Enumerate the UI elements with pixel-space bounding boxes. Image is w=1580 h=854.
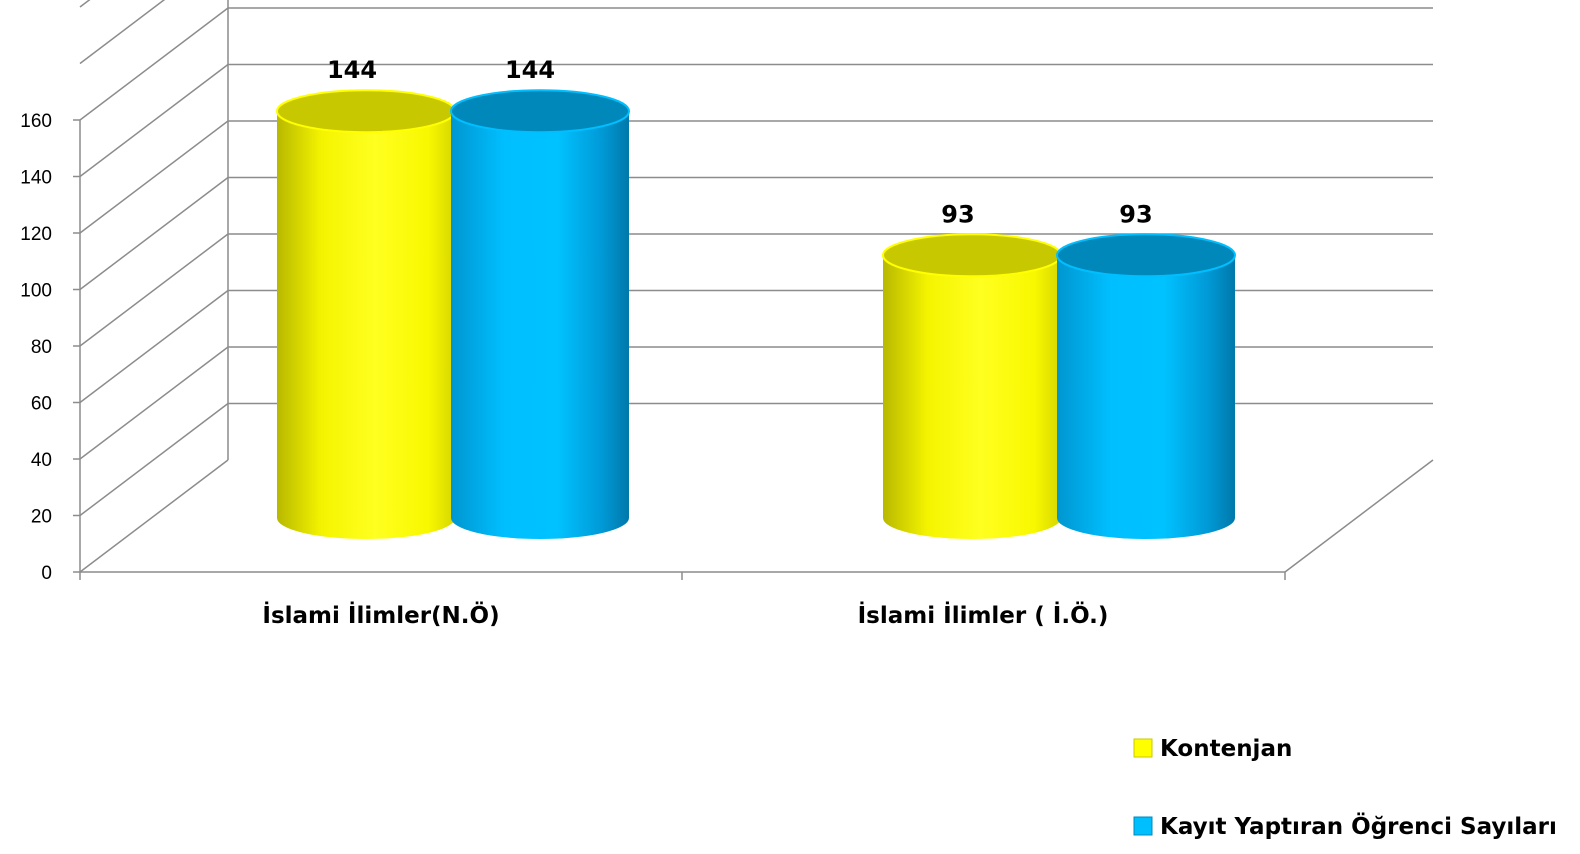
bar-top [450,89,630,134]
bar-body [1057,255,1235,539]
floor-right-edge [1284,459,1434,573]
y-tick-label: 40 [31,450,52,471]
gridline-wall [79,289,229,404]
gridline-wall [79,63,229,178]
legend-label: Kayıt Yaptıran Öğrenci Sayıları [1160,812,1557,840]
bar [276,89,456,539]
gridline-wall [79,0,91,8]
gridline-wall [79,459,229,573]
labels: İslami İlimler(N.Ö) İslami İlimler ( İ.Ö.… [262,56,1152,629]
y-tick-label: 160 [20,111,52,132]
gridline-wall [79,0,166,65]
data-label: 93 [941,200,974,228]
gridline-wall [79,176,229,291]
bar-top [276,89,456,134]
bars [276,89,1236,539]
bar-body [883,255,1061,539]
y-tick-label: 20 [31,507,52,528]
legend-swatch [1133,816,1153,836]
bar-body [277,111,455,539]
bar-body [451,111,629,539]
y-tick-label: 80 [31,337,52,358]
x-category-label: İslami İlimler(N.Ö) [262,601,499,629]
bar [1056,233,1236,539]
bar [882,233,1062,539]
gridline-wall [79,7,229,121]
data-label: 144 [505,56,555,84]
bar-top [1056,233,1236,278]
legend-label: Kontenjan [1160,736,1292,762]
gridline-wall [79,120,229,234]
legend-swatch [1133,738,1153,758]
gridline-wall [79,402,229,517]
y-tick-label: 60 [31,394,52,415]
bar-top [882,233,1062,278]
x-category-label: İslami İlimler ( İ.Ö.) [858,601,1109,629]
bar [450,89,630,539]
y-tick-label: 120 [20,224,52,245]
gridline-wall [79,233,229,347]
axes: 0 20 40 60 80 100 120 140 160 [20,111,1434,584]
legend: Kontenjan Kayıt Yaptıran Öğrenci Sayıları [1133,736,1557,840]
data-label: 144 [327,56,377,84]
y-tick-label: 100 [20,281,52,302]
gridline-wall [79,346,229,460]
y-tick-label: 140 [20,168,52,189]
y-tick-label: 0 [41,563,52,584]
data-label: 93 [1119,200,1152,228]
